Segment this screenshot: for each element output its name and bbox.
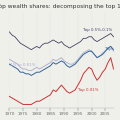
Text: .1% to 0.01%: .1% to 0.01% xyxy=(9,63,36,67)
Text: Top: Top xyxy=(105,47,112,51)
Title: Top wealth shares: decomposing the top 1%: Top wealth shares: decomposing the top 1… xyxy=(0,4,120,9)
Text: Top 0.5%-0.1%: Top 0.5%-0.1% xyxy=(83,28,113,32)
Text: Top 0.01%: Top 0.01% xyxy=(78,88,98,92)
